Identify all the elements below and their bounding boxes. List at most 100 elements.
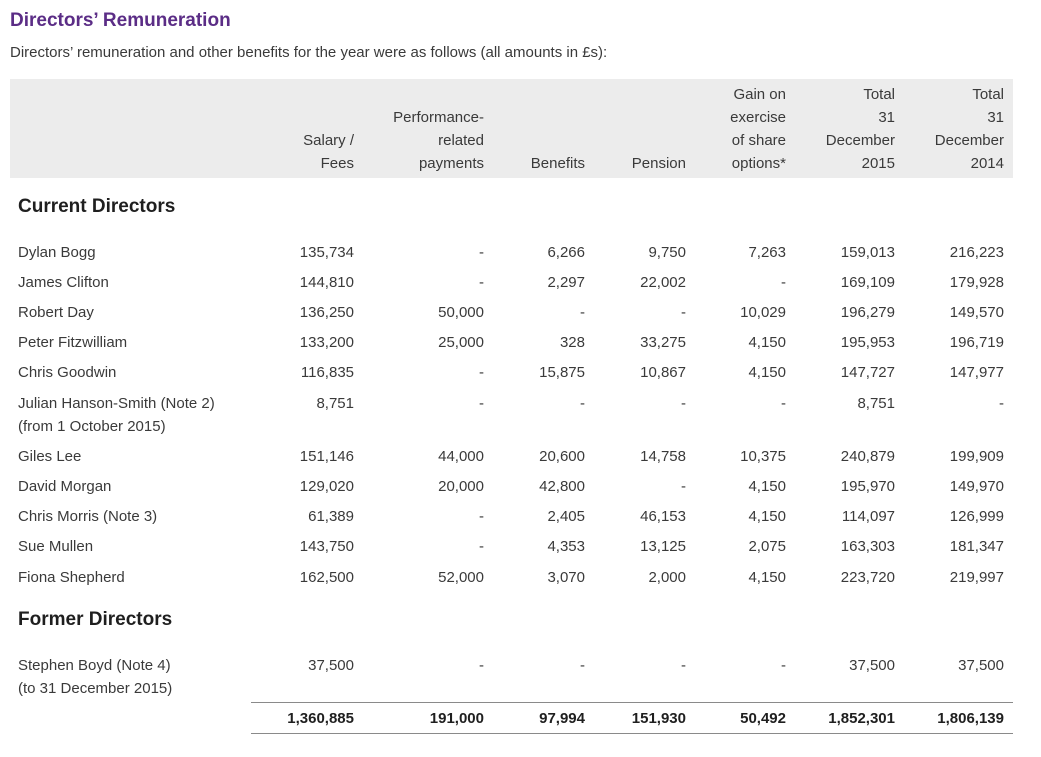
table-cell: 328	[559, 334, 585, 351]
table-cell: 4,353	[547, 538, 585, 555]
table-cell: -	[781, 274, 786, 291]
table-cell: -	[479, 538, 484, 555]
column-header-6-line-3: 2014	[970, 155, 1004, 172]
column-header-5-line-2: December	[825, 132, 895, 149]
column-header-4-line-1: exercise	[730, 109, 786, 126]
table-cell: -	[479, 244, 484, 261]
column-header-4-line-0: Gain on	[733, 86, 786, 103]
table-cell: 163,303	[840, 538, 895, 555]
column-header-6-line-1: 31	[987, 109, 1004, 126]
total-cell: 191,000	[429, 710, 484, 727]
table-row: Robert Day 136,250 50,000 - - 10,029 196,279 14…	[0, 301, 1041, 331]
column-header-5-line-3: 2015	[861, 155, 895, 172]
column-header-6-line-0: Total	[972, 86, 1004, 103]
column-header-0-line-1: Fees	[320, 155, 354, 172]
director-name: Dylan Bogg	[18, 244, 96, 261]
section-current-directors: Current Directors	[18, 196, 176, 217]
table-cell: 46,153	[640, 508, 686, 525]
table-cell: 143,750	[299, 538, 354, 555]
director-name: Sue Mullen	[18, 538, 94, 555]
table-cell: -	[681, 657, 686, 674]
table-cell: 37,500	[849, 657, 895, 674]
table-row: Stephen Boyd (Note 4) (to 31 December 201…	[0, 654, 1041, 697]
table-cell: 147,727	[840, 364, 895, 381]
director-name: David Morgan	[18, 478, 112, 495]
table-cell: -	[479, 395, 484, 412]
table-cell: 10,029	[740, 304, 786, 321]
table-cell: 151,146	[299, 448, 354, 465]
table-cell: 126,999	[949, 508, 1004, 525]
table-cell: 8,751	[857, 395, 895, 412]
column-header-1-line-2: payments	[418, 155, 484, 172]
table-cell: 4,150	[748, 478, 786, 495]
table-row: David Morgan 129,020 20,000 42,800 - 4,150 195…	[0, 475, 1041, 505]
table-cell: 162,500	[299, 569, 354, 586]
column-header-1-line-0: Performance-	[393, 109, 484, 126]
table-cell: 22,002	[640, 274, 686, 291]
column-header-4-line-2: of share	[731, 132, 786, 149]
table-cell: 144,810	[299, 274, 354, 291]
table-cell: 147,977	[949, 364, 1004, 381]
table-cell: -	[479, 274, 484, 291]
total-top-rule	[251, 702, 1013, 703]
table-cell: 4,150	[748, 334, 786, 351]
director-name: Fiona Shepherd	[18, 569, 125, 586]
column-header-5-line-0: Total	[863, 86, 895, 103]
table-cell: 136,250	[299, 304, 354, 321]
table-cell: 10,867	[640, 364, 686, 381]
table-row: Chris Goodwin 116,835 - 15,875 10,867 4,150 14…	[0, 361, 1041, 391]
table-row: Giles Lee 151,146 44,000 20,600 14,758 10,375…	[0, 445, 1041, 475]
table-row: Fiona Shepherd 162,500 52,000 3,070 2,000 4,1…	[0, 566, 1041, 596]
director-name: James Clifton	[18, 274, 109, 291]
table-cell: 33,275	[640, 334, 686, 351]
table-cell: -	[781, 395, 786, 412]
table-cell: 216,223	[949, 244, 1004, 261]
table-cell: 114,097	[841, 508, 895, 525]
director-name: (from 1 October 2015)	[18, 418, 166, 435]
table-cell: -	[781, 657, 786, 674]
table-cell: 6,266	[547, 244, 585, 261]
table-cell: -	[580, 395, 585, 412]
section-former-directors: Former Directors	[18, 609, 173, 630]
table-cell: 37,500	[308, 657, 354, 674]
table-header-band	[10, 79, 1013, 178]
total-bottom-rule	[251, 733, 1013, 734]
table-cell: -	[681, 478, 686, 495]
table-cell: 219,997	[949, 569, 1004, 586]
table-cell: 4,150	[748, 364, 786, 381]
table-cell: 2,000	[648, 569, 686, 586]
table-cell: 4,150	[748, 508, 786, 525]
column-header-1-line-1: related	[438, 132, 484, 149]
table-cell: 135,734	[299, 244, 354, 261]
table-cell: 4,150	[748, 569, 786, 586]
total-cell: 1,806,139	[937, 710, 1004, 727]
column-header-2-line-0: Benefits	[530, 155, 585, 172]
table-cell: 13,125	[640, 538, 686, 555]
table-cell: -	[580, 657, 585, 674]
column-header-6-line-2: December	[934, 132, 1004, 149]
table-cell: 20,600	[539, 448, 585, 465]
table-cell: 149,570	[949, 304, 1004, 321]
column-header-5-line-1: 31	[878, 109, 895, 126]
totals-row: 1,360,885 191,000 97,994 151,930 50,492 1,852…	[0, 707, 1041, 737]
table-cell: 14,758	[640, 448, 686, 465]
table-cell: -	[580, 304, 585, 321]
table-cell: 9,750	[648, 244, 686, 261]
table-row: Peter Fitzwilliam 133,200 25,000 328 33,275 4…	[0, 331, 1041, 361]
table-row: Dylan Bogg 135,734 - 6,266 9,750 7,263 159,013…	[0, 241, 1041, 271]
table-cell: 20,000	[438, 478, 484, 495]
page-title: Directors’ Remuneration	[10, 10, 231, 31]
table-cell: 116,835	[300, 364, 354, 381]
table-cell: 195,953	[840, 334, 895, 351]
table-cell: -	[681, 395, 686, 412]
table-cell: 2,405	[547, 508, 585, 525]
table-cell: 129,020	[299, 478, 354, 495]
table-cell: 42,800	[539, 478, 585, 495]
table-cell: 195,970	[840, 478, 895, 495]
director-name: Chris Goodwin	[18, 364, 117, 381]
table-cell: 2,075	[748, 538, 786, 555]
table-cell: 240,879	[840, 448, 895, 465]
table-cell: 181,347	[949, 538, 1004, 555]
total-cell: 1,852,301	[828, 710, 895, 727]
total-cell: 97,994	[539, 710, 585, 727]
